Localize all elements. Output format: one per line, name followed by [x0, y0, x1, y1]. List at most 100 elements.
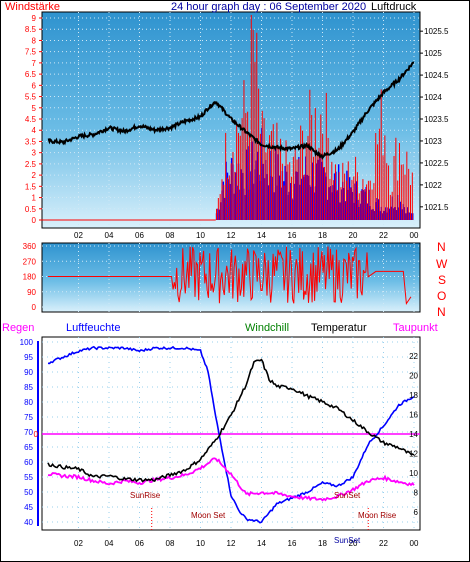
annotation-moonset: Moon Set — [191, 511, 226, 520]
x-tick-label-lower: 22 — [379, 539, 388, 548]
y-right-tick-label: 1024.5 — [424, 71, 449, 80]
y-right-tick-label: 1025.5 — [424, 27, 449, 36]
y-right-tick-label: 1023 — [424, 137, 442, 146]
wind-direction-line — [48, 246, 412, 306]
x-tick-label: 12 — [227, 231, 236, 240]
y-temp-tick-label: 14 — [409, 430, 418, 439]
y-left-tick-label: 2 — [32, 171, 37, 180]
compass-s: S — [438, 273, 446, 287]
x-tick-label: 16 — [288, 231, 297, 240]
x-tick-label: 14 — [257, 231, 266, 240]
title-luftfeuchte: Luftfeuchte — [66, 322, 120, 334]
y-humidity-tick-label: 95 — [24, 353, 33, 362]
y-humidity-tick-label: 75 — [24, 413, 33, 422]
y-temp-tick-label: 10 — [409, 469, 418, 478]
x-tick-label-lower: 12 — [227, 539, 236, 548]
y-temp-tick-label: 22 — [409, 352, 418, 361]
header-luftdruck: Luftdruck — [371, 1, 417, 13]
y-left-tick-label: 1 — [32, 194, 37, 203]
header-title: 24 hour graph day : 06 September 2020 — [171, 1, 366, 13]
y-humidity-tick-label: 45 — [24, 503, 33, 512]
y-left-tick-label: 5.5 — [25, 93, 37, 102]
y-left-tick-label: 8 — [32, 36, 37, 45]
pressure-line — [47, 61, 415, 160]
y-humidity-tick-label: 50 — [24, 488, 33, 497]
x-tick-label-lower: 20 — [349, 539, 358, 548]
y-left-tick-label: 0.5 — [25, 205, 37, 214]
y-dir-tick-label: 0 — [32, 303, 37, 312]
compass-n-bottom: N — [437, 305, 446, 319]
y-left-tick-label: 6 — [32, 81, 37, 90]
y-left-tick-label: 7.5 — [25, 48, 37, 57]
y-humidity-tick-label: 80 — [24, 398, 33, 407]
x-tick-label-lower: 10 — [196, 539, 205, 548]
y-left-tick-label: 3.5 — [25, 137, 37, 146]
y-dir-tick-label: 90 — [27, 288, 36, 297]
annotation-sunrise: SunRise — [130, 491, 161, 500]
annotation-sunset: SunSet — [334, 491, 361, 500]
temperature-line — [47, 358, 415, 483]
x-tick-label: 06 — [135, 231, 144, 240]
x-tick-label-lower: 16 — [288, 539, 297, 548]
y-temp-tick-label: 18 — [409, 391, 418, 400]
x-tick-label: 00 — [410, 231, 419, 240]
tick-labels: 00.511.522.533.544.555.566.577.588.59102… — [20, 14, 449, 548]
title-windchill: Windchill — [245, 322, 289, 334]
y-temp-tick-label: 16 — [409, 411, 418, 420]
y-left-tick-label: 8.5 — [25, 25, 37, 34]
y-humidity-tick-label: 55 — [24, 473, 33, 482]
y-humidity-tick-label: 90 — [24, 368, 33, 377]
y-humidity-tick-label: 60 — [24, 458, 33, 467]
y-dir-tick-label: 360 — [23, 242, 37, 251]
compass-n-top: N — [437, 240, 446, 254]
x-tick-label-lower: 18 — [318, 539, 327, 548]
x-tick-label-lower: 06 — [135, 539, 144, 548]
y-left-tick-label: 6.5 — [25, 70, 37, 79]
title-temperatur: Temperatur — [311, 322, 367, 334]
annotation-sunset-axis: SunSet — [334, 536, 361, 545]
y-left-tick-label: 4.5 — [25, 115, 37, 124]
y-left-tick-label: 7 — [32, 59, 37, 68]
x-tick-label: 02 — [74, 231, 83, 240]
y-left-tick-label: 0 — [32, 216, 37, 225]
x-tick-label: 10 — [196, 231, 205, 240]
y-temp-tick-label: 12 — [409, 450, 418, 459]
y-right-tick-label: 1024 — [424, 93, 442, 102]
x-tick-label: 22 — [379, 231, 388, 240]
dewpoint-line — [47, 457, 415, 502]
y-left-tick-label: 3 — [32, 149, 37, 158]
header-windstaerke: Windstärke — [5, 1, 60, 13]
compass-o: O — [437, 289, 446, 303]
y-humidity-tick-label: 70 — [24, 428, 33, 437]
y-humidity-tick-label: 100 — [20, 338, 34, 347]
y-right-tick-label: 1023.5 — [424, 115, 449, 124]
y-dir-tick-label: 270 — [23, 257, 37, 266]
y-temp-tick-label: 6 — [414, 508, 419, 517]
y-right-tick-label: 1021.5 — [424, 203, 449, 212]
y-temp-tick-label: 20 — [409, 372, 418, 381]
y-dir-tick-label: 180 — [23, 273, 37, 282]
title-regen: Regen — [2, 322, 34, 334]
rain-tick-label: 0 — [34, 430, 39, 439]
x-tick-label: 18 — [318, 231, 327, 240]
y-right-tick-label: 1022 — [424, 181, 442, 190]
y-left-tick-label: 2.5 — [25, 160, 37, 169]
y-right-tick-label: 1025 — [424, 49, 442, 58]
y-temp-tick-label: 8 — [414, 489, 419, 498]
y-left-tick-label: 5 — [32, 104, 37, 113]
x-tick-label-lower: 00 — [410, 539, 419, 548]
y-left-tick-label: 9 — [32, 14, 37, 23]
x-tick-label-lower: 14 — [257, 539, 266, 548]
y-left-tick-label: 4 — [32, 126, 37, 135]
y-left-tick-label: 1.5 — [25, 182, 37, 191]
x-tick-label: 20 — [349, 231, 358, 240]
y-humidity-tick-label: 65 — [24, 443, 33, 452]
chart-marks — [37, 15, 420, 530]
x-tick-label: 04 — [105, 231, 114, 240]
y-right-tick-label: 1022.5 — [424, 159, 449, 168]
title-taupunkt: Taupunkt — [393, 322, 438, 334]
humidity-line — [47, 345, 415, 524]
x-tick-label-lower: 02 — [74, 539, 83, 548]
